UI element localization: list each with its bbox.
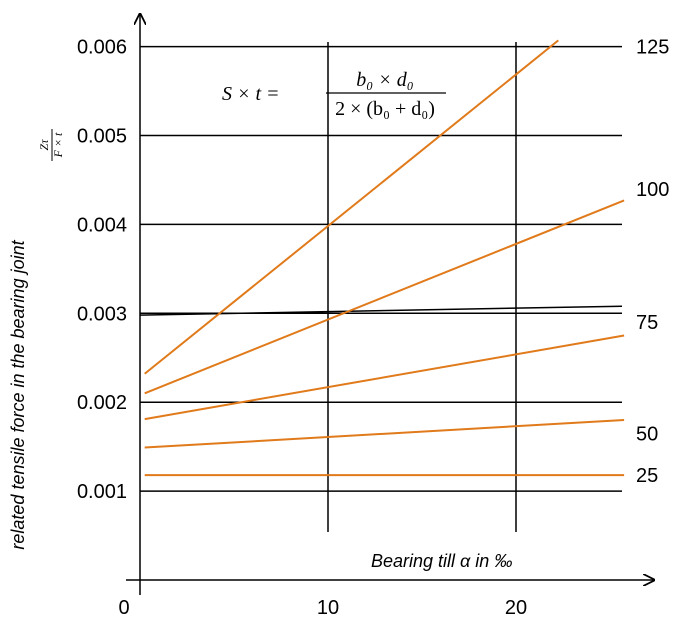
series-label-100: 100 [636,179,669,201]
x-tick-label: 0 [118,597,129,618]
y-tick-label: 0.003 [77,303,127,325]
y-axis-title: related tensile force in the bearing joi… [8,239,28,549]
ylabel-fraction-numerator: Zτ [37,139,51,151]
x-tick-label: 20 [505,597,527,618]
series-line-50 [144,418,625,449]
labels: 0.001 0.002 0.003 0.004 0.005 0.006 0 10 20 125 10… [77,37,669,618]
formula-denominator: 2 × (b₀ + d₀) [335,98,435,120]
y-tick-label: 0.004 [77,214,127,236]
y-tick-label: 0.006 [77,37,127,59]
ylabel-fraction: Zτ F × t [37,129,65,161]
series-label-75: 75 [636,312,658,334]
axes [126,14,654,595]
y-tick-label: 0.001 [77,481,127,503]
series-line-125 [144,39,559,375]
series-label-25: 25 [636,465,658,487]
x-axis-title: Bearing till α in ‰ [371,551,512,571]
formula: S × t = b₀ × d₀ 2 × (b₀ + d₀) [222,69,446,120]
y-tick-label: 0.005 [77,126,127,148]
y-tick-label: 0.002 [77,392,127,414]
ylabel-fraction-denominator: F × t [51,132,65,158]
series-label-125: 125 [636,37,669,59]
x-tick-label: 10 [317,597,339,618]
series-lines [144,39,625,477]
series-line-100 [144,199,625,395]
series-line-75 [144,334,625,421]
formula-lhs: S × t = [222,83,280,105]
series-label-50: 50 [636,423,658,445]
formula-numerator: b₀ × d₀ [356,69,413,91]
